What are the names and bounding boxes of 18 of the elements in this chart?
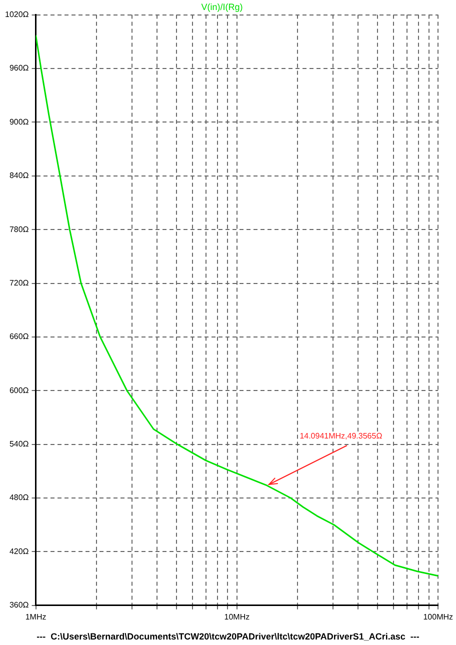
y-tick-label: 780Ω [9,224,29,234]
y-tick-label: 720Ω [9,278,29,288]
x-tick-label: 100MHz [423,612,454,622]
y-tick-label: 660Ω [9,332,29,342]
y-tick-label: 360Ω [9,600,29,610]
y-tick-label: 480Ω [9,493,29,502]
y-tick-label: 960Ω [9,64,29,73]
y-tick-label: 900Ω [9,117,29,126]
x-tick-label: 10MHz [224,612,250,622]
y-tick-label: 420Ω [9,546,29,556]
y-tick-label: 1020Ω [4,10,29,20]
annotation: 14.0941MHz,49.3565Ω [300,432,382,441]
x-tick-label: 1MHz [25,612,46,622]
y-tick-label: 840Ω [9,171,29,180]
chart-title: V(in)/I(Rg) [201,2,243,12]
y-tick-label: 600Ω [9,386,29,395]
text: --- C:\Users\Bernard\Documents\TCW20\tcw20PADriver\ltc\tcw20PADriverS1_ACri.asc --- [36,631,420,642]
y-tick-label: 540Ω [9,440,29,449]
